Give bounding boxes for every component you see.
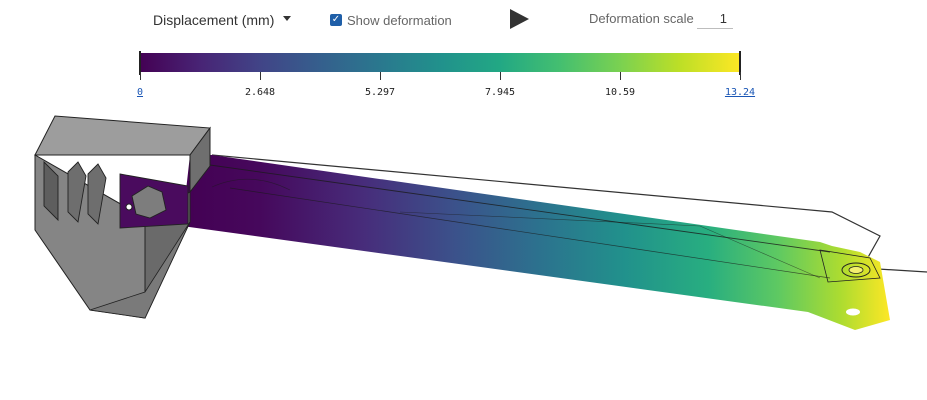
color-legend: 0 2.648 5.297 7.945 10.59 13.24: [0, 48, 927, 100]
deformation-scale-input[interactable]: [697, 9, 733, 29]
legend-tick-label: 5.297: [364, 87, 396, 98]
colorbar-left-edge: [139, 51, 141, 75]
bracket-mount: [34, 115, 211, 319]
play-icon[interactable]: [508, 8, 530, 30]
legend-tick-label: 10.59: [604, 87, 636, 98]
legend-tick-label: 2.648: [244, 87, 276, 98]
colorbar-gradient: [140, 53, 740, 72]
deformed-arm: [182, 155, 890, 330]
result-type-dropdown[interactable]: Displacement (mm): [153, 10, 292, 30]
result-type-label: Displacement (mm): [153, 12, 275, 28]
legend-tick: [260, 72, 261, 80]
show-deformation-toggle[interactable]: ✓ Show deformation: [330, 11, 452, 29]
legend-tick: [140, 72, 141, 80]
deformation-scale-label: Deformation scale: [589, 11, 694, 26]
model-viewport[interactable]: [0, 100, 927, 400]
show-deformation-label: Show deformation: [347, 12, 452, 28]
caret-down-icon: [283, 16, 292, 21]
legend-min-link[interactable]: 0: [136, 87, 144, 98]
result-toolbar: Displacement (mm) ✓ Show deformation Def…: [0, 0, 927, 40]
legend-tick: [620, 72, 621, 80]
colorbar-right-edge: [739, 51, 741, 75]
legend-tick-label: 7.945: [484, 87, 516, 98]
legend-tick: [500, 72, 501, 80]
legend-max-link[interactable]: 13.24: [724, 87, 756, 98]
legend-tick: [740, 72, 741, 80]
show-deformation-checkbox[interactable]: ✓: [330, 14, 342, 26]
legend-tick: [380, 72, 381, 80]
